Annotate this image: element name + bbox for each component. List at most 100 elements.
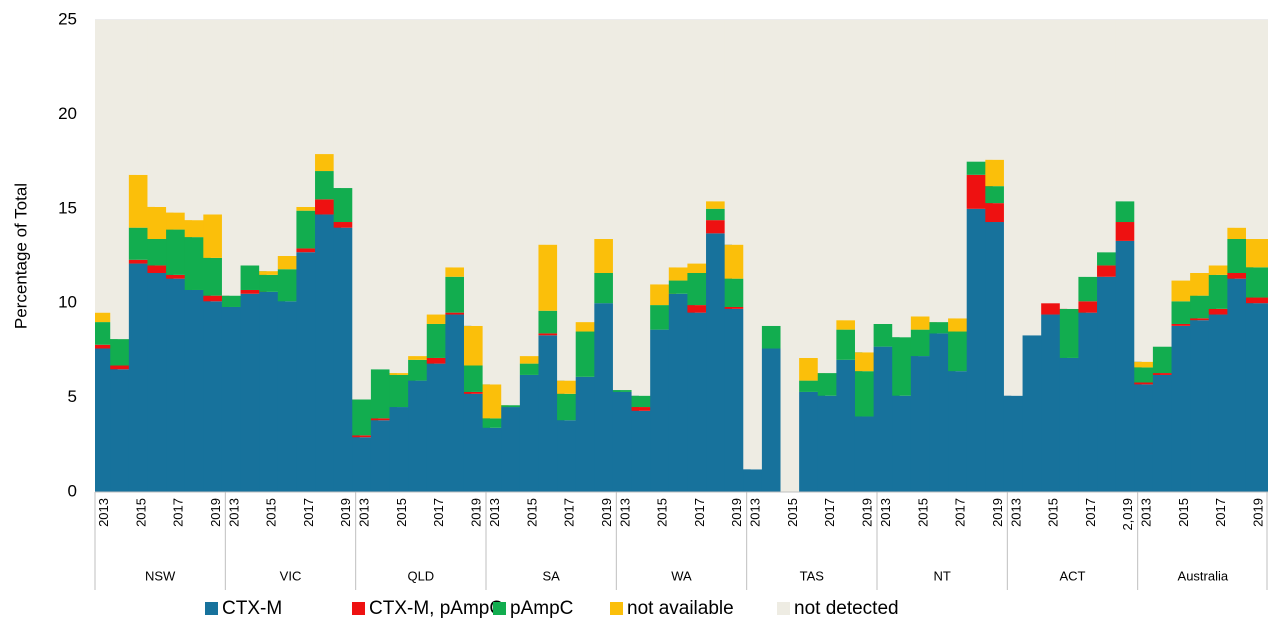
group-label: VIC [280, 568, 302, 583]
legend-label: CTX-M [222, 598, 282, 619]
x-tick-label: 2017 [953, 498, 968, 527]
bar-segment [221, 295, 248, 307]
bar-segment [631, 395, 658, 408]
y-axis-label: Percentage of Total [11, 183, 30, 329]
x-tick-label: 2015 [394, 498, 409, 527]
x-tick-label: 2017 [692, 498, 707, 527]
group-label: WA [671, 568, 692, 583]
bar-segment [1245, 297, 1268, 304]
x-tick-label: 2015 [785, 498, 800, 527]
bar-segment [519, 363, 546, 375]
bar-segment [1152, 373, 1179, 375]
bar-segment [706, 208, 733, 221]
bar-segment [612, 390, 639, 392]
bar-segment [426, 357, 453, 364]
bar-segment [240, 289, 267, 294]
y-tick-label: 15 [58, 198, 77, 217]
bar-segment [1245, 303, 1268, 492]
bar-segment [929, 322, 956, 334]
x-tick-label: 2019 [208, 498, 223, 527]
x-tick-label: 2017 [562, 498, 577, 527]
x-tick-label: 2015 [1046, 498, 1061, 527]
bar-segment [408, 356, 435, 360]
x-tick-label: 2019 [338, 498, 353, 527]
x-tick-label: 2013 [748, 498, 763, 527]
x-tick-label: 2015 [133, 498, 148, 527]
bar-segment [1227, 227, 1254, 240]
legend-label: pAmpC [510, 598, 573, 619]
x-tick-label: 2017 [822, 498, 837, 527]
bar-segment [463, 391, 490, 394]
x-tick-label: 2015 [1176, 498, 1191, 527]
bar-segment [352, 435, 379, 438]
x-tick-label: 2015 [655, 498, 670, 527]
legend-swatch [493, 602, 506, 615]
bar-segment [166, 274, 193, 279]
group-label: Australia [1178, 568, 1229, 583]
x-tick-label: 2,019 [1120, 498, 1135, 531]
legend-label: CTX-M, pAmpC [369, 598, 503, 619]
legend-swatch [610, 602, 623, 615]
bar-segment [147, 265, 174, 273]
x-tick-label: 2013 [357, 498, 372, 527]
bar-segment [799, 380, 826, 392]
x-tick-label: 2013 [617, 498, 632, 527]
group-label: NSW [145, 568, 176, 583]
bar-segment [426, 314, 453, 324]
bar-segment [501, 405, 528, 408]
bar-segment [445, 312, 472, 315]
bar-segment [687, 305, 714, 313]
x-tick-label: 2019 [468, 498, 483, 527]
x-tick-label: 2019 [990, 498, 1005, 527]
legend-swatch [352, 602, 365, 615]
bar-segment [1227, 272, 1254, 279]
bar-segment [724, 306, 751, 309]
bar-segment [1171, 323, 1198, 326]
x-tick-label: 2019 [599, 498, 614, 527]
bar-segment [203, 295, 230, 302]
bar-segment [110, 365, 137, 370]
y-tick-label: 5 [68, 387, 77, 406]
bar-segment [445, 267, 472, 277]
group-label: QLD [407, 568, 434, 583]
legend-swatch [777, 602, 790, 615]
bar-segment [128, 259, 155, 264]
bar-segment [687, 263, 714, 273]
x-tick-label: 2013 [226, 498, 241, 527]
bar-segment [1041, 303, 1068, 315]
bar-segment [95, 312, 118, 323]
group-label: TAS [800, 568, 825, 583]
x-tick-label: 2013 [1139, 498, 1154, 527]
bar-segment [631, 407, 658, 411]
x-tick-label: 2019 [1250, 498, 1265, 527]
x-tick-label: 2013 [487, 498, 502, 527]
bar-segment [1134, 382, 1161, 385]
bar-segment [1245, 20, 1268, 240]
bar-segment [95, 344, 118, 349]
bar-segment [259, 271, 286, 275]
bar-segment [1245, 239, 1268, 268]
x-tick-label: 2013 [1008, 498, 1023, 527]
bar-segment [296, 248, 323, 253]
y-tick-label: 20 [58, 104, 77, 123]
x-tick-label: 2013 [878, 498, 893, 527]
x-tick-label: 2017 [1213, 498, 1228, 527]
legend-label: not available [627, 598, 734, 619]
y-tick-label: 0 [68, 481, 77, 500]
bar-segment [1190, 318, 1217, 321]
bar-segment [1245, 267, 1268, 298]
bar-segment [1078, 301, 1105, 313]
x-tick-label: 2015 [524, 498, 539, 527]
bar-segment [482, 418, 509, 428]
bar-segment [1208, 308, 1235, 315]
bar-segment [538, 333, 565, 336]
x-tick-label: 2013 [96, 498, 111, 527]
group-label: NT [933, 568, 950, 583]
bar-segment [1208, 265, 1235, 275]
bar-segment [836, 320, 863, 330]
x-tick-label: 2015 [915, 498, 930, 527]
bar-segment [1097, 265, 1124, 277]
bar-segment [333, 222, 360, 228]
group-label: SA [542, 568, 560, 583]
x-tick-label: 2019 [729, 498, 744, 527]
